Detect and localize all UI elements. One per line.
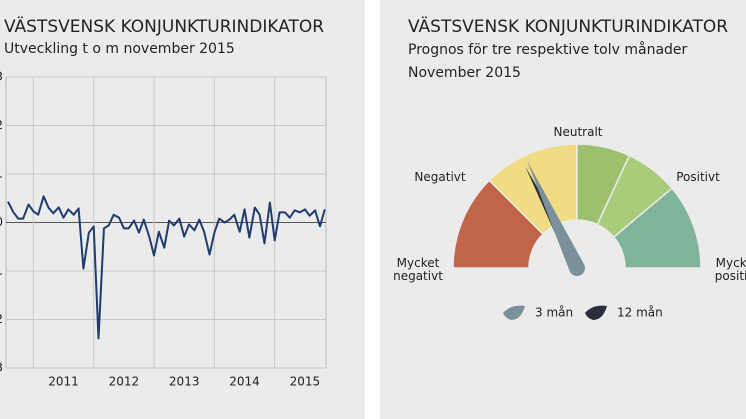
gauge-needle [527,161,586,277]
chart-subtitle: Utveckling t o m november 2015 [4,41,235,57]
gauge-label: Negativt [414,170,466,184]
gauge-label: Positivt [676,170,720,184]
left-panel [0,0,365,419]
x-tick-label: 2011 [48,375,79,389]
y-tick-label: 3 [0,70,3,84]
x-tick-label: 2012 [109,375,140,389]
x-tick-label: 2013 [169,375,200,389]
chart-subtitle: November 2015 [408,65,521,81]
legend-swatch [585,305,607,320]
gauge-label: Mycket negativt [393,256,443,283]
x-tick-label: 2015 [290,375,321,389]
chart-title: VÄSTSVENSK KONJUNKTURINDIKATOR [408,16,728,37]
y-tick-label: -2 [0,312,3,326]
gauge-label: Mycket positivt [714,256,746,283]
y-tick-label: 0 [0,215,3,229]
legend-label: 12 mån [617,306,663,320]
y-tick-label: -1 [0,264,3,278]
gauge-label: Neutralt [553,125,603,139]
y-tick-label: 1 [0,167,3,181]
gauge-segment [612,187,702,269]
chart-subtitle: Prognos för tre respektive tolv månader [408,41,688,58]
data-line [7,195,326,340]
y-tick-label: -3 [0,361,3,375]
legend-label: 3 mån [535,306,573,320]
legend-swatch [503,305,525,320]
chart-title: VÄSTSVENSK KONJUNKTURINDIKATOR [4,16,324,37]
x-tick-label: 2014 [229,375,260,389]
y-tick-label: 2 [0,118,3,132]
